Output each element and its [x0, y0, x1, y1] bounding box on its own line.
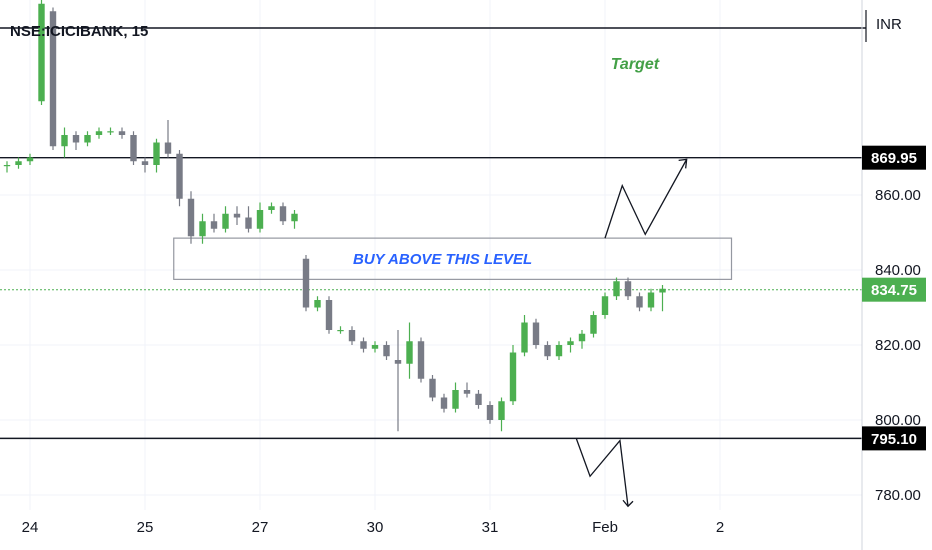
price-badge-label: 869.95 [871, 150, 917, 167]
target-label: Target [611, 56, 660, 73]
candle-body [555, 345, 563, 357]
grid-lines [0, 0, 862, 510]
candle-body [463, 390, 471, 394]
downward-projection-path [575, 438, 629, 507]
candle-body [164, 142, 172, 154]
candle-body [360, 341, 367, 349]
x-tick-label: 24 [22, 519, 39, 536]
candle-body [567, 341, 574, 345]
downward-arrow-head [622, 499, 634, 508]
candle-body [486, 405, 494, 420]
upward-projection-path [604, 159, 688, 239]
candle-body [647, 292, 655, 308]
candle-body [153, 142, 160, 165]
candle-body [337, 330, 344, 332]
candle-body [613, 281, 620, 297]
candle-body [84, 135, 91, 143]
candle-body [590, 315, 597, 334]
price-badge-label: 834.75 [871, 282, 917, 299]
projection-paths: Target [575, 56, 688, 508]
candle-body [440, 397, 448, 409]
candle-body [659, 288, 666, 293]
x-tick-label: 30 [367, 519, 384, 536]
candle-body [72, 135, 80, 143]
candle-body [624, 281, 632, 297]
candle-body [107, 131, 114, 133]
candle-body [233, 213, 241, 218]
candle-body [15, 161, 22, 165]
candle-body [314, 300, 321, 308]
candle-body [268, 206, 275, 210]
price-badge-bg [862, 277, 926, 302]
candle-body [291, 213, 298, 222]
time-axis[interactable]: 24 25 27 30 31 Feb 2 [22, 519, 725, 536]
chart-title: NSE:ICICIBANK, 15 [10, 23, 148, 40]
candle-body [26, 157, 34, 162]
candle-body [187, 198, 195, 237]
candle-body [348, 330, 356, 342]
candle-body [452, 390, 459, 409]
candle-body [475, 393, 482, 405]
horizontal-levels [0, 27, 866, 440]
x-tick-label: 2 [716, 519, 724, 536]
buy-zone: BUY ABOVE THIS LEVEL [173, 237, 733, 280]
price-badges: 869.95 795.10 834.75 [862, 145, 926, 451]
candle-body [636, 296, 643, 308]
candle-body [302, 258, 310, 308]
candle-body [130, 135, 137, 162]
candle-body [429, 378, 436, 398]
x-tick-label: 27 [252, 519, 269, 536]
candle-body [578, 333, 586, 342]
candle-body [38, 3, 45, 102]
y-tick-label: 820.00 [875, 337, 921, 354]
price-badge-bg [862, 145, 926, 170]
x-tick-label: Feb [592, 519, 618, 536]
price-axis[interactable]: 860.00 840.00 820.00 800.00 780.00 [875, 187, 921, 504]
candle-body [95, 131, 103, 135]
candle-body [417, 341, 425, 379]
currency-label: INR [876, 16, 902, 33]
candle-body [3, 165, 11, 167]
candle-body [498, 401, 505, 420]
upward-arrow-head [678, 158, 688, 169]
buy-zone-label: BUY ABOVE THIS LEVEL [353, 251, 532, 268]
price-badge-label: 795.10 [871, 431, 917, 448]
price-badge-bg [862, 426, 926, 451]
buy-zone-box [173, 237, 733, 280]
candle-body [383, 345, 390, 357]
candle-body [601, 296, 609, 315]
candle-body [49, 11, 57, 147]
y-tick-label: 800.00 [875, 412, 921, 429]
candle-body [61, 135, 68, 147]
candle-body [394, 360, 402, 364]
candle-body [521, 322, 528, 353]
candle-body [199, 221, 206, 237]
candle-body [222, 213, 229, 229]
y-tick-label: 860.00 [875, 187, 921, 204]
candle-body [544, 345, 551, 357]
candle-body [406, 341, 413, 364]
candle-body [325, 300, 333, 330]
candles [3, 0, 666, 432]
candle-body [141, 161, 149, 165]
candle-body [210, 221, 218, 229]
x-tick-label: 25 [137, 519, 154, 536]
candle-body [509, 352, 517, 402]
candle-body [371, 345, 379, 349]
candle-body [279, 206, 287, 222]
y-tick-label: 840.00 [875, 262, 921, 279]
candle-body [532, 322, 540, 345]
candle-body [118, 131, 126, 135]
candle-body [256, 210, 264, 229]
candle-body [176, 153, 183, 199]
x-tick-label: 31 [482, 519, 499, 536]
candle-body [245, 217, 252, 229]
y-tick-label: 780.00 [875, 487, 921, 504]
